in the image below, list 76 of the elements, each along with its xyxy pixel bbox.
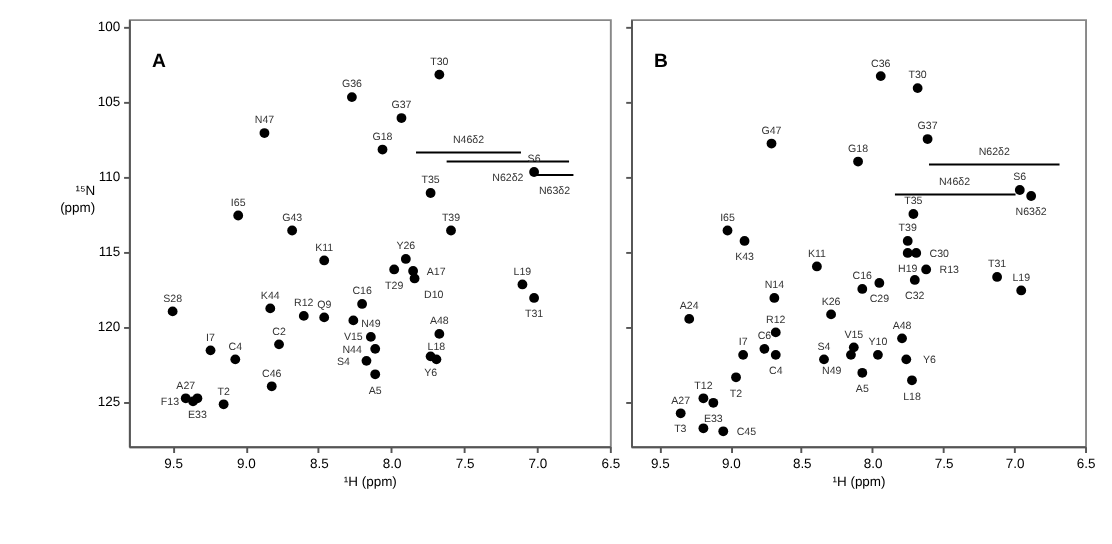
point: [348, 315, 359, 326]
point: [826, 309, 836, 320]
point: [908, 209, 919, 219]
point: [446, 225, 456, 236]
point: [992, 272, 1002, 282]
point: [233, 210, 244, 221]
point: [902, 236, 913, 246]
point: [1026, 191, 1037, 201]
point: [434, 328, 445, 339]
point: [1016, 285, 1027, 296]
point: [287, 225, 298, 236]
point: [770, 349, 781, 360]
point: [259, 128, 270, 138]
point: [909, 275, 920, 285]
point: [769, 293, 780, 303]
point: [912, 83, 923, 93]
point: [298, 311, 309, 321]
point: [921, 264, 932, 275]
point: [911, 248, 922, 258]
point: [370, 343, 381, 354]
point: [718, 426, 729, 437]
point: [370, 369, 381, 380]
point: [731, 372, 741, 383]
point: [205, 345, 216, 356]
point: [907, 375, 917, 386]
point: [188, 396, 198, 407]
point: [319, 312, 330, 323]
point: [857, 284, 868, 294]
point: [739, 236, 750, 246]
point: [874, 278, 885, 288]
point: [434, 69, 445, 80]
point: [846, 349, 856, 360]
point: [738, 349, 749, 360]
point: [425, 188, 436, 198]
point: [319, 255, 330, 266]
point: [922, 134, 933, 144]
point: [698, 393, 709, 404]
point: [770, 327, 781, 338]
point: [400, 254, 411, 264]
point: [766, 138, 777, 149]
point: [684, 314, 695, 324]
annotation: A: [151, 51, 166, 74]
point: [230, 354, 241, 365]
point: [365, 331, 376, 342]
point: [357, 299, 367, 309]
point: [873, 349, 883, 360]
point: [274, 339, 284, 350]
point: [346, 92, 357, 102]
point: [266, 381, 277, 392]
point: [431, 354, 442, 365]
point: [722, 225, 733, 236]
point: [396, 113, 407, 123]
point: [218, 399, 229, 410]
point: [389, 264, 400, 275]
point: [812, 261, 822, 272]
point: [902, 248, 913, 258]
point: [857, 367, 868, 378]
point: [901, 354, 912, 365]
point: [377, 144, 388, 155]
point: [529, 167, 539, 177]
point: [529, 293, 539, 303]
annotation: B: [654, 51, 669, 74]
point: [698, 423, 709, 434]
point: [675, 408, 686, 419]
point: [875, 71, 886, 82]
point: [897, 333, 907, 344]
point: [819, 354, 829, 365]
point: [708, 397, 719, 408]
point: [853, 156, 863, 167]
point: [517, 279, 528, 290]
point: [361, 355, 372, 366]
point: [409, 273, 420, 284]
point: [759, 343, 770, 354]
point: [265, 303, 276, 314]
point: [1014, 185, 1025, 195]
point: [167, 306, 178, 317]
